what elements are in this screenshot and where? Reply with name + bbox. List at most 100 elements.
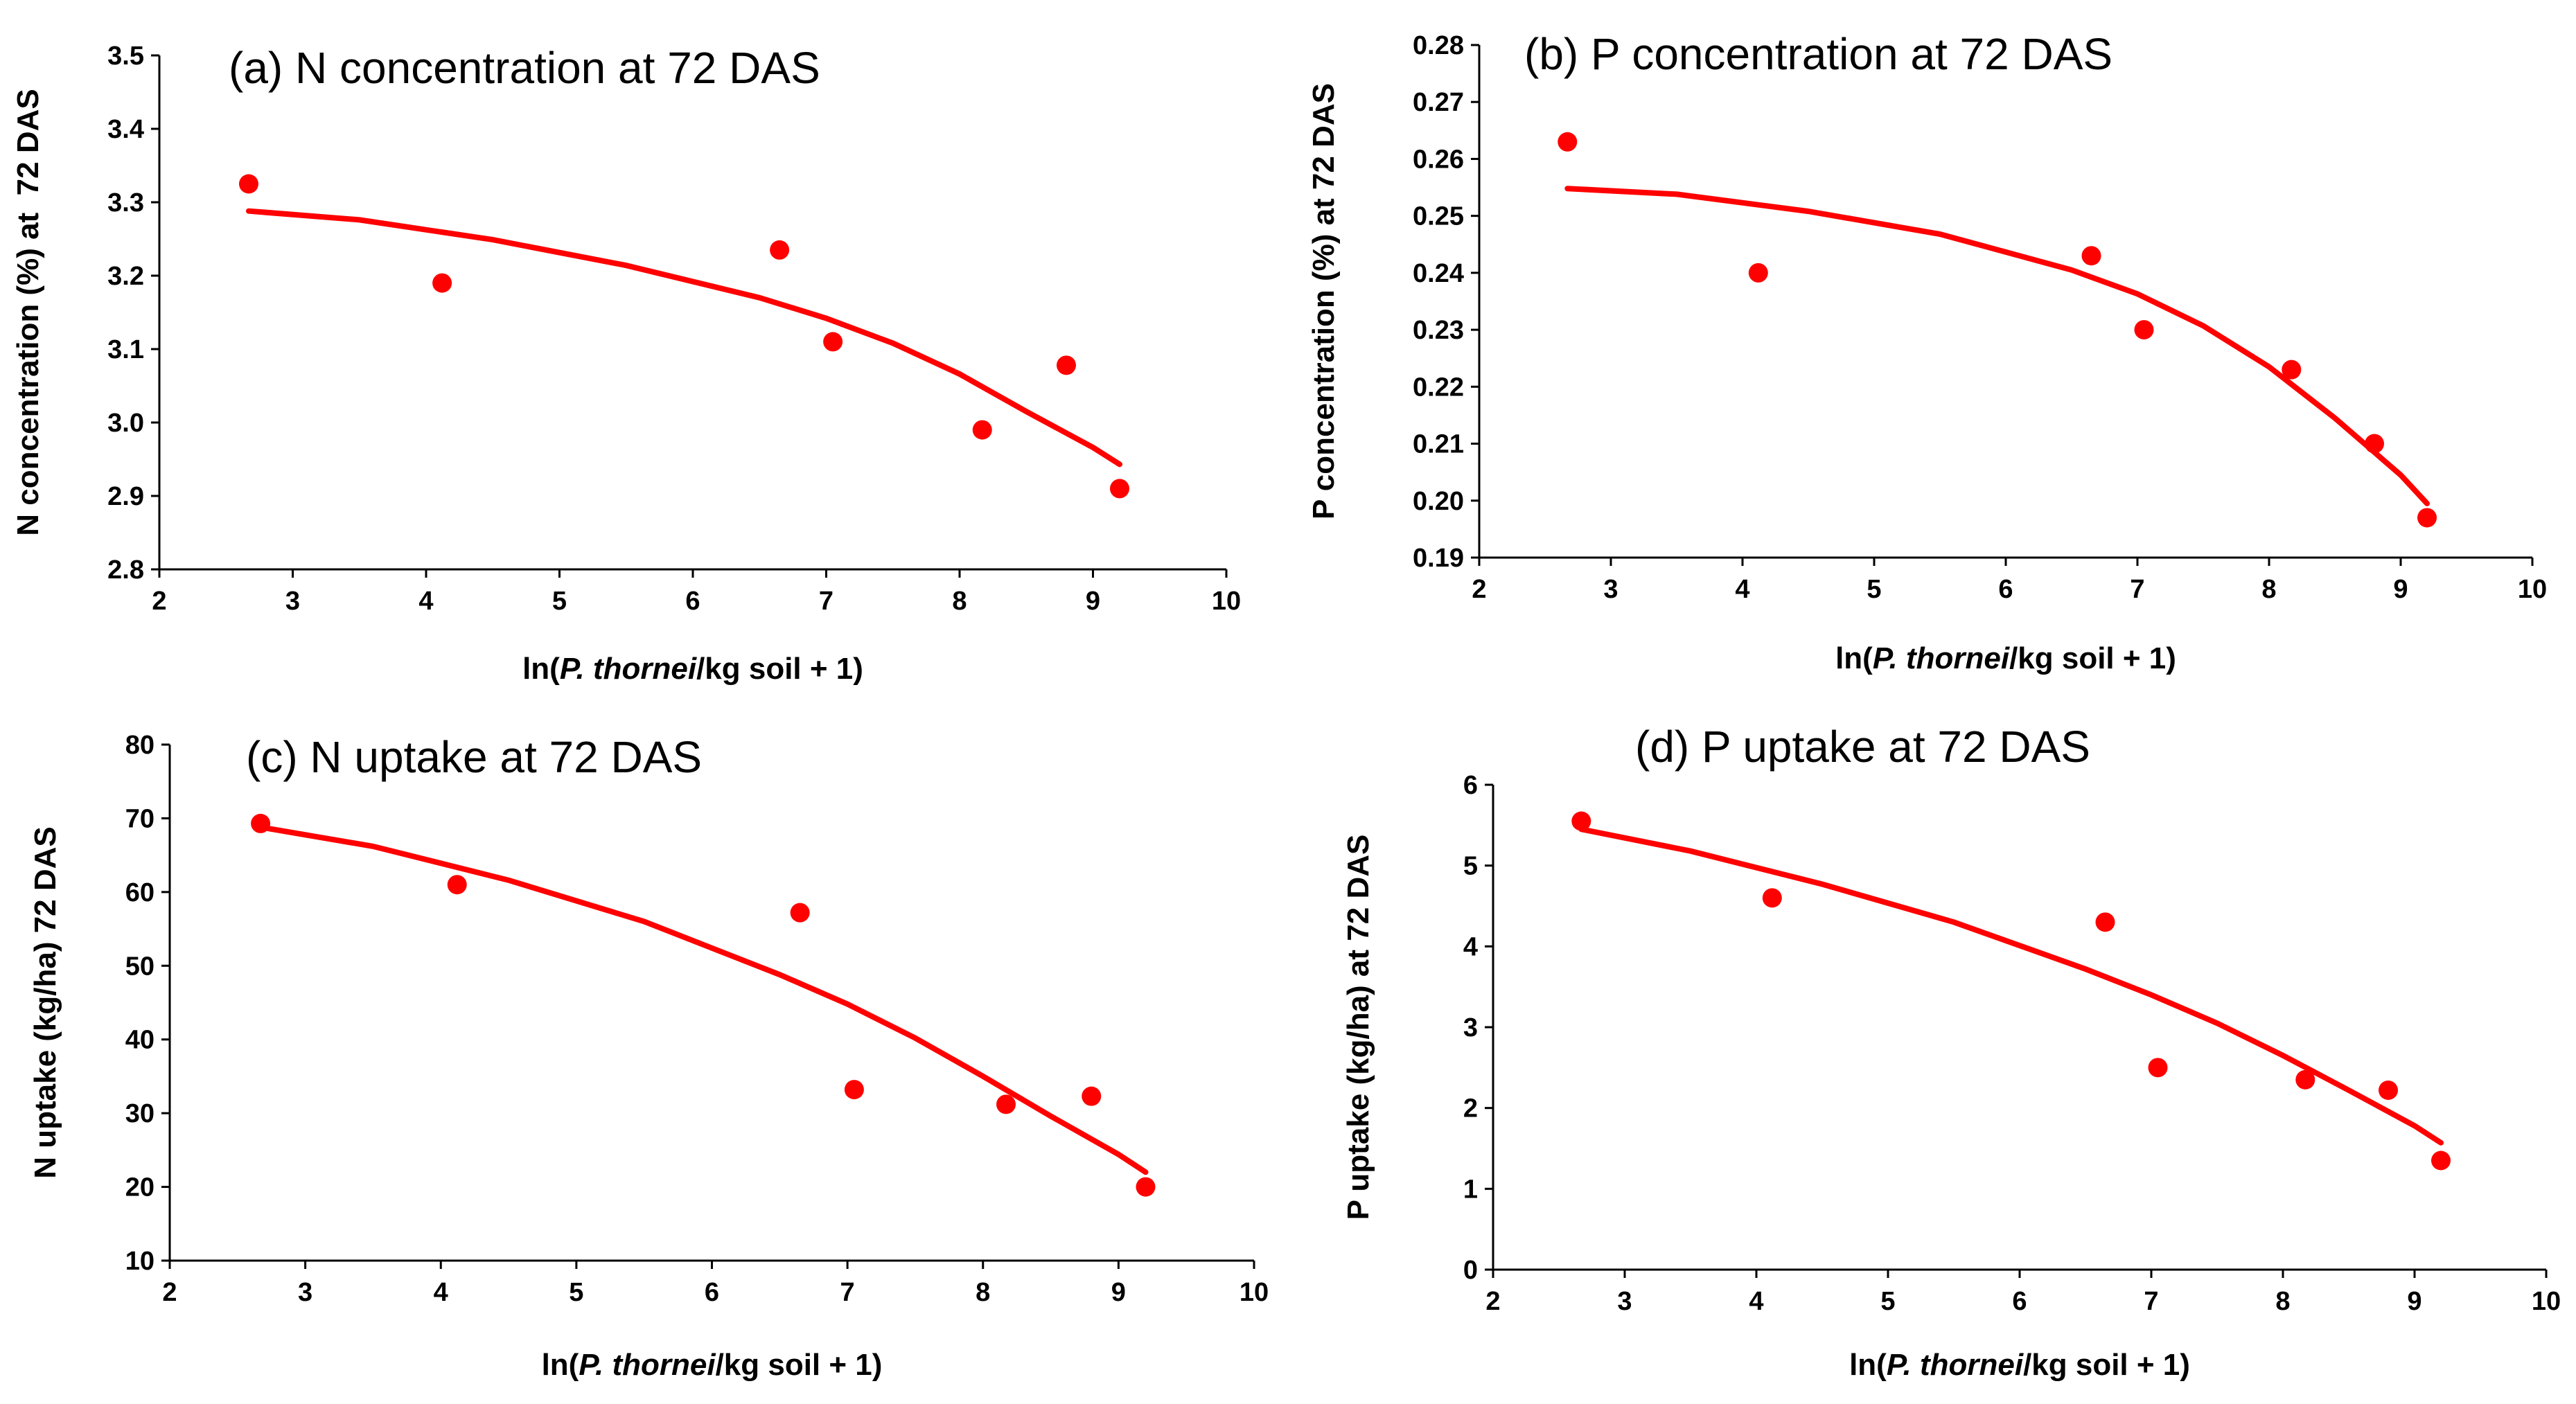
trend-line: [258, 824, 1149, 1175]
y-tick-label: 0.19: [1413, 544, 1464, 573]
y-tick-label: 60: [125, 878, 155, 907]
y-tick-label: 4: [1463, 932, 1478, 961]
trend-line: [1564, 186, 2430, 506]
x-tick-label: 9: [1111, 1278, 1126, 1307]
y-tick-label: 1: [1463, 1175, 1478, 1204]
data-point: [823, 332, 843, 352]
y-tick-label: 2.9: [107, 482, 144, 511]
panel-b-p-concentration: 0.19 0.20 0.21 0.22 0.23 0.24 0.25 0.26 0.27 0.28…: [1307, 29, 2547, 675]
data-point: [1136, 1177, 1156, 1197]
x-tick-label: 4: [1735, 575, 1749, 604]
x-axis-title-prefix: ln(: [1849, 1348, 1887, 1382]
data-point: [770, 240, 790, 260]
x-axis-title-prefix: ln(: [542, 1348, 579, 1382]
y-tick-label: 3: [1463, 1013, 1478, 1042]
data-point: [844, 1080, 864, 1100]
x-tick-label: 2: [152, 587, 166, 616]
data-point: [2134, 320, 2154, 340]
x-axis-title-species: P. thornei: [579, 1348, 716, 1382]
data-point: [1558, 132, 1578, 152]
x-tick-label: 6: [1998, 575, 2013, 604]
x-axis-title-suffix: /kg soil + 1): [716, 1348, 883, 1382]
panel-title: (b) P concentration at 72 DAS: [1524, 29, 2112, 79]
y-tick-label: 0: [1463, 1256, 1478, 1285]
x-tick-label: 7: [840, 1278, 855, 1307]
x-axis-title-species: P. thornei: [560, 652, 697, 686]
data-point: [2365, 434, 2384, 454]
x-axis-title-suffix: /kg soil + 1): [696, 652, 863, 686]
x-axis-title: ln(P. thornei/kg soil + 1): [1835, 641, 2176, 675]
data-point: [2148, 1058, 2168, 1078]
y-tick-label: 20: [125, 1173, 155, 1202]
data-point: [2417, 508, 2437, 528]
y-tick-label: 3.2: [107, 262, 144, 291]
x-axis-title-species: P. thornei: [1887, 1348, 2024, 1382]
x-tick-label: 5: [1880, 1287, 1895, 1316]
panel-a-n-concentration: 2.8 2.9 3.0 3.1 3.2 3.3 3.4 3.5 2 3 4 5 6 7 8 9 10 (a) N …: [11, 42, 1241, 686]
panel-d-p-uptake: 0 1 2 3 4 5 6 2 3 4 5 6 7 8 9 10 (d) P uptake at 72 DAS l…: [1341, 722, 2561, 1382]
data-point: [2095, 912, 2115, 932]
panel-title: (c) N uptake at 72 DAS: [246, 732, 702, 782]
y-tick-label: 0.24: [1413, 259, 1464, 288]
y-axis-title: N concentration (%) at 72 DAS: [11, 89, 45, 535]
y-tick-label: 2: [1463, 1094, 1478, 1123]
x-tick-label: 3: [1603, 575, 1618, 604]
y-tick-label: 30: [125, 1099, 155, 1128]
y-tick-label: 10: [125, 1247, 155, 1276]
x-tick-label: 7: [819, 587, 833, 616]
x-tick-label: 10: [1212, 587, 1241, 616]
y-tick-label: 2.8: [107, 556, 144, 585]
x-tick-label: 5: [1867, 575, 1881, 604]
x-tick-label: 2: [1472, 575, 1486, 604]
y-tick-label: 0.28: [1413, 31, 1464, 60]
x-tick-label: 10: [2518, 575, 2547, 604]
x-tick-label: 2: [162, 1278, 177, 1307]
x-tick-label: 3: [1617, 1287, 1632, 1316]
y-tick-label: 0.20: [1413, 487, 1464, 516]
x-axis-title: ln(P. thornei/kg soil + 1): [542, 1348, 883, 1382]
data-point: [2295, 1069, 2315, 1090]
x-tick-label: 3: [298, 1278, 312, 1307]
data-point: [2379, 1081, 2398, 1100]
x-tick-label: 8: [2275, 1287, 2290, 1316]
y-axis-title: N uptake (kg/ha) 72 DAS: [28, 826, 62, 1179]
data-point: [972, 420, 992, 440]
trend-line: [1578, 826, 2444, 1146]
x-axis-title-prefix: ln(: [1835, 641, 1873, 675]
x-tick-label: 2: [1485, 1287, 1500, 1316]
y-tick-label: 6: [1463, 771, 1478, 800]
trend-line: [246, 208, 1122, 468]
x-tick-label: 10: [1240, 1278, 1269, 1307]
data-point: [447, 875, 467, 895]
x-tick-label: 8: [2261, 575, 2276, 604]
data-point: [790, 903, 810, 923]
data-point: [1748, 263, 1768, 283]
y-tick-label: 3.1: [107, 335, 144, 364]
x-tick-label: 3: [285, 587, 300, 616]
data-point: [2282, 359, 2302, 380]
y-tick-label: 0.21: [1413, 430, 1464, 459]
x-tick-label: 4: [1749, 1287, 1763, 1316]
x-axis-title-suffix: /kg soil + 1): [2009, 641, 2176, 675]
x-tick-label: 7: [2144, 1287, 2158, 1316]
y-tick-label: 0.25: [1413, 202, 1464, 231]
y-axis-title: P uptake (kg/ha) at 72 DAS: [1341, 835, 1375, 1220]
x-tick-label: 10: [2532, 1287, 2561, 1316]
y-tick-label: 0.22: [1413, 373, 1464, 402]
data-point: [251, 813, 271, 833]
x-tick-label: 6: [2012, 1287, 2027, 1316]
x-axis-title-species: P. thornei: [1873, 641, 2010, 675]
y-tick-label: 3.5: [107, 42, 144, 71]
x-tick-label: 9: [2393, 575, 2408, 604]
x-tick-label: 6: [705, 1278, 719, 1307]
y-tick-label: 0.27: [1413, 88, 1464, 117]
y-tick-label: 50: [125, 952, 155, 981]
y-tick-label: 80: [125, 731, 155, 760]
y-tick-label: 0.23: [1413, 316, 1464, 345]
x-axis-title: ln(P. thornei/kg soil + 1): [522, 652, 863, 686]
data-point: [2431, 1150, 2451, 1171]
x-tick-label: 4: [434, 1278, 448, 1307]
data-point: [1571, 811, 1591, 831]
x-axis-title: ln(P. thornei/kg soil + 1): [1849, 1348, 2190, 1382]
